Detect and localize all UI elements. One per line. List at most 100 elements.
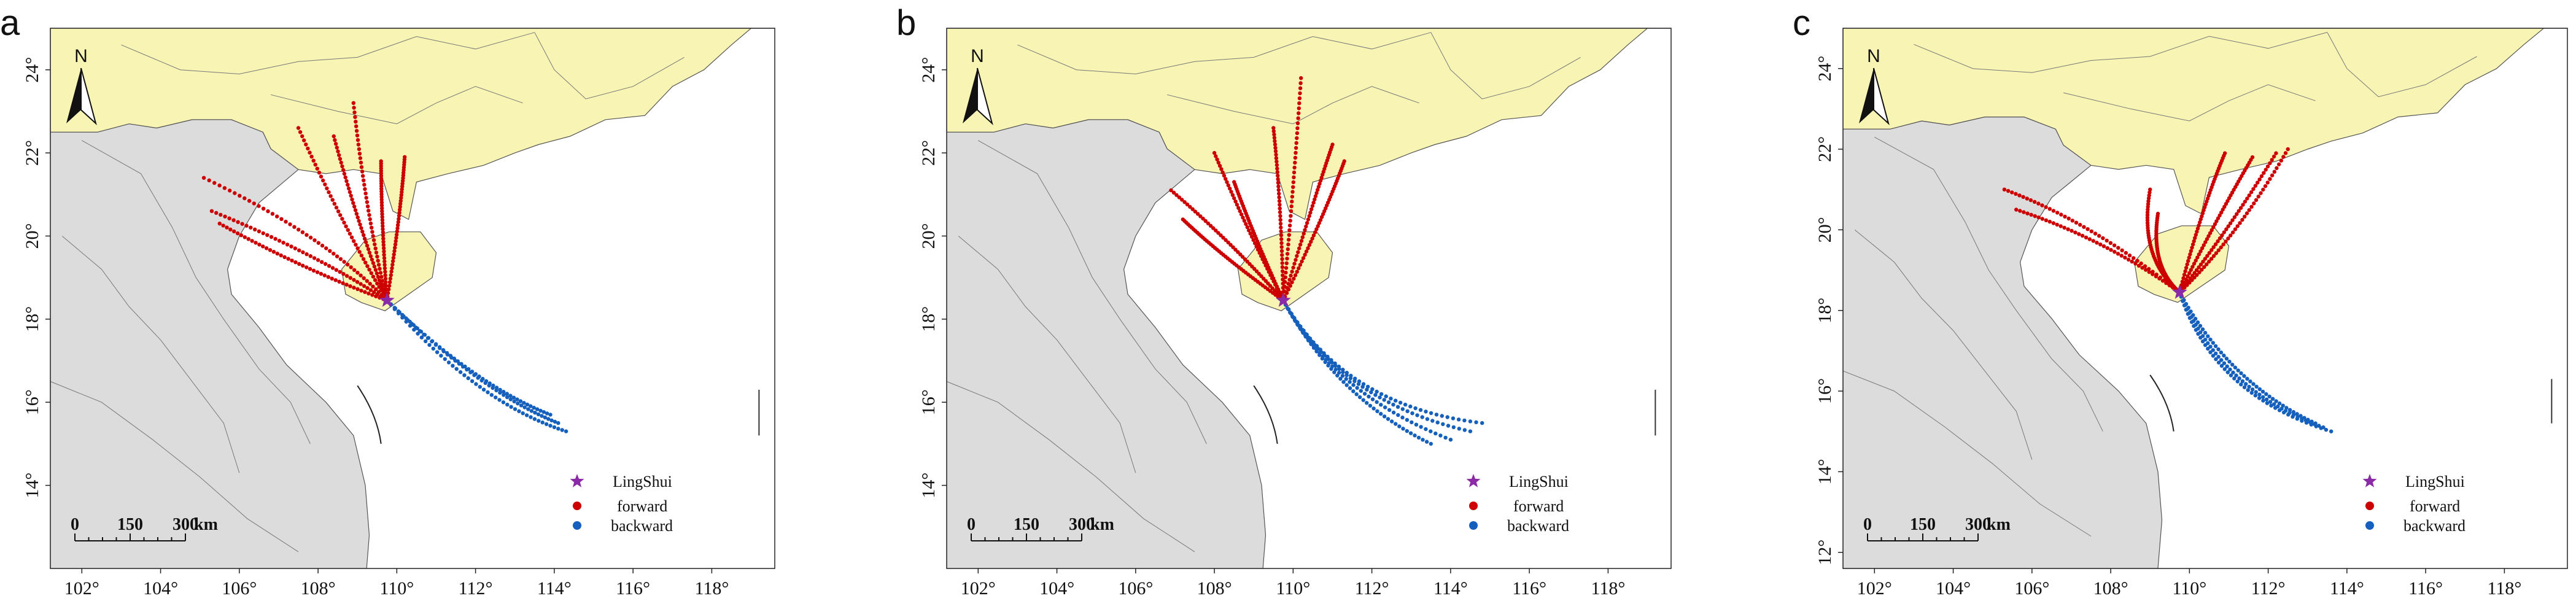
china-land <box>947 28 1671 220</box>
scale-label: 300 <box>1965 515 1991 534</box>
map-legend: LingShui forward backward <box>2362 473 2465 535</box>
map-frame <box>50 28 775 569</box>
map-panel-c: c 102° 104° 106° 108° 110° 112° 114° 116° 118° 12… <box>1793 0 2576 601</box>
map-frame <box>946 28 1672 569</box>
north-arrow-icon: N <box>1859 46 1890 126</box>
forward-trajectory <box>2178 151 2278 295</box>
lon-tick-label: 104° <box>143 578 178 599</box>
province-border <box>2063 84 2316 122</box>
scale-unit: km <box>194 515 218 534</box>
lon-tick-label: 118° <box>2487 578 2521 599</box>
lingshui-site-marker <box>379 292 395 307</box>
legend-forward-label: forward <box>2410 497 2460 515</box>
map-frame <box>1842 28 2568 569</box>
province-border <box>1166 86 1419 125</box>
coast-arc <box>357 385 382 444</box>
province-border <box>1854 230 2033 460</box>
lingshui-site-marker <box>2172 284 2187 299</box>
province-border <box>2327 32 2477 98</box>
lon-tick-label: 112° <box>1355 578 1389 599</box>
lon-tick-label: 110° <box>1276 578 1310 599</box>
lon-tick-label: 104° <box>1039 578 1074 599</box>
map-legend: LingShui forward backward <box>1466 473 1569 535</box>
lon-tick-label: 114° <box>537 578 572 599</box>
legend-site-label: LingShui <box>613 473 672 490</box>
map-legend: LingShui forward backward <box>570 473 673 535</box>
north-arrow-icon: N <box>66 46 97 126</box>
lat-tick-label: 22° <box>1815 136 1835 162</box>
province-border <box>270 86 523 125</box>
lingshui-site-marker <box>1276 292 1291 307</box>
panel-letter: c <box>1793 3 1810 43</box>
lon-tick-label: 106° <box>222 578 257 599</box>
lon-tick-label: 106° <box>1118 578 1153 599</box>
coast-arc <box>1253 385 1278 444</box>
lon-tick-label: 110° <box>2172 578 2206 599</box>
coast-arc <box>2149 374 2174 432</box>
scale-label: 300 <box>173 515 198 534</box>
lon-tick-label: 106° <box>2014 578 2049 599</box>
lat-tick-label: 14° <box>22 473 42 498</box>
lon-tick-label: 114° <box>2330 578 2364 599</box>
trajectory-map-b: 102° 104° 106° 108° 110° 112° 114° 116° 118° 14° 1… <box>918 28 1672 599</box>
forward-trajectory <box>2178 155 2255 295</box>
lat-tick-label: 24° <box>22 57 42 83</box>
province-border <box>50 381 299 553</box>
lat-tick-label: 24° <box>1815 56 1835 82</box>
lat-tick-label: 18° <box>22 306 42 332</box>
lon-tick-label: 118° <box>694 578 729 599</box>
lon-tick-label: 108° <box>1197 578 1232 599</box>
lon-tick-label: 102° <box>64 578 99 599</box>
lat-tick-label: 18° <box>1815 298 1835 324</box>
forward-trajectory <box>2178 151 2227 295</box>
panel-letter: a <box>0 3 20 43</box>
lat-tick-label: 16° <box>918 389 939 415</box>
province-border <box>1430 32 1581 99</box>
scale-label: 150 <box>117 515 143 534</box>
forward-trajectory <box>1281 159 1346 303</box>
forward-trajectory <box>296 126 389 303</box>
scale-unit: km <box>1987 515 2011 534</box>
forward-trajectory <box>1181 217 1286 303</box>
legend-site-label: LingShui <box>2405 473 2465 490</box>
lon-tick-label: 102° <box>961 578 996 599</box>
legend-site-label: LingShui <box>1509 473 1569 490</box>
trajectory-map-c: 102° 104° 106° 108° 110° 112° 114° 116° 118° 12° 1… <box>1815 28 2568 599</box>
lon-tick-label: 116° <box>616 578 650 599</box>
scale-label: 300 <box>1069 515 1095 534</box>
scale-label: 0 <box>967 515 976 534</box>
lon-tick-label: 110° <box>379 578 414 599</box>
trajectory-map-a: 102° 104° 106° 108° 110° 112° 114° 116° 118° 14° 1… <box>22 28 775 599</box>
province-border <box>61 236 240 473</box>
panel-letter: b <box>896 3 917 43</box>
legend-backward-label: backward <box>611 517 673 535</box>
lat-tick-label: 14° <box>1815 459 1835 484</box>
map-panel-a: a 102° 104° 106° 108° 110° 112° 114° 116° 118° 14… <box>0 0 798 601</box>
forward-trajectory <box>2178 147 2290 295</box>
lat-tick-label: 16° <box>1815 378 1835 404</box>
province-border <box>1914 32 2327 73</box>
province-border <box>978 140 1207 444</box>
lat-tick-label: 12° <box>1815 540 1835 565</box>
lat-tick-label: 18° <box>918 306 939 332</box>
province-border <box>121 32 535 75</box>
svg-text:N: N <box>971 46 984 66</box>
scale-label: 150 <box>1910 515 1936 534</box>
legend-backward-label: backward <box>2403 517 2465 535</box>
lat-tick-label: 20° <box>22 223 42 249</box>
scale-label: 0 <box>71 515 79 534</box>
legend-backward-label: backward <box>1507 517 1569 535</box>
lon-tick-label: 112° <box>2251 578 2286 599</box>
scale-unit: km <box>1090 515 1114 534</box>
province-border <box>534 32 685 99</box>
lon-tick-label: 116° <box>1512 578 1546 599</box>
lon-tick-label: 116° <box>2408 578 2443 599</box>
lat-tick-label: 22° <box>918 140 939 166</box>
lon-tick-label: 114° <box>1433 578 1468 599</box>
legend-forward-label: forward <box>1513 497 1564 515</box>
lat-tick-label: 22° <box>22 140 42 166</box>
lon-tick-label: 108° <box>2093 578 2128 599</box>
